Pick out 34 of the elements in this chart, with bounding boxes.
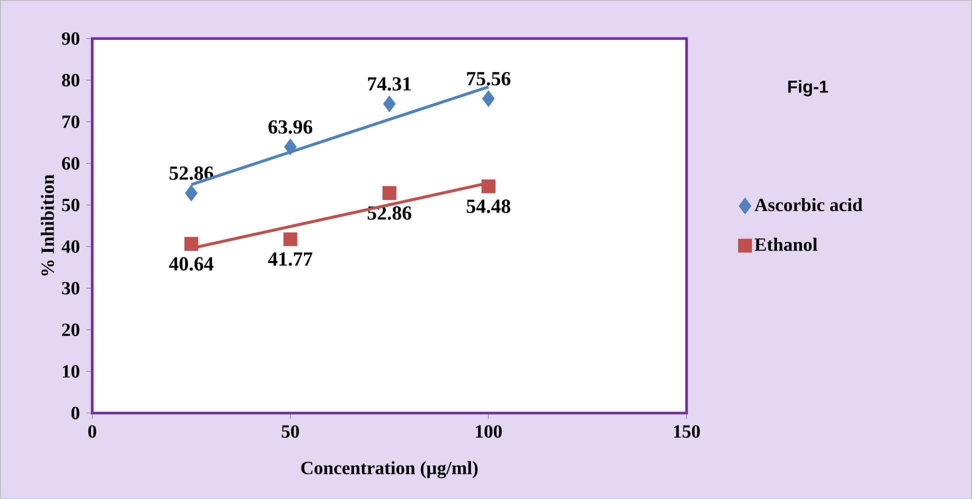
- text: Fig-1: [788, 80, 828, 96]
- y-tick-label: 10: [62, 365, 80, 378]
- data-label: 41.77: [268, 252, 312, 266]
- x-tick-label: 100: [476, 425, 502, 438]
- x-tick-label: 50: [282, 425, 299, 438]
- data-label: 40.64: [169, 256, 214, 271]
- y-tick-label: 0: [71, 406, 80, 420]
- point: [185, 184, 198, 202]
- y-tick-label: 90: [62, 32, 80, 45]
- point: [383, 95, 396, 112]
- data-label: 54.48: [466, 199, 510, 213]
- legend-label: Ethanol: [754, 238, 818, 251]
- point: [283, 232, 298, 246]
- x-axis-title: Concentration (µg/ml): [301, 461, 478, 478]
- data-label: 75.56: [467, 72, 510, 86]
- point: [284, 138, 297, 156]
- y-axis-title: % Inhibition: [40, 174, 54, 276]
- point: [184, 236, 198, 251]
- y-tick-label: 60: [62, 156, 80, 170]
- y-tick-label: 30: [62, 282, 80, 294]
- data-label: 63.96: [268, 120, 312, 134]
- x-tick-label: 0: [88, 425, 96, 438]
- y-tick-label: 20: [62, 323, 80, 336]
- point: [482, 90, 495, 107]
- y-tick-label: 70: [62, 115, 80, 128]
- y-tick-label: 40: [62, 240, 80, 253]
- data-label: 52.86: [170, 166, 214, 180]
- data-label: 74.31: [368, 77, 411, 91]
- y-tick-label: 50: [62, 198, 80, 212]
- point: [382, 186, 396, 200]
- point: [482, 179, 496, 194]
- legend-label: Ascorbic acid: [754, 198, 862, 212]
- x-tick-label: 150: [674, 425, 700, 438]
- y-tick-label: 80: [62, 74, 80, 86]
